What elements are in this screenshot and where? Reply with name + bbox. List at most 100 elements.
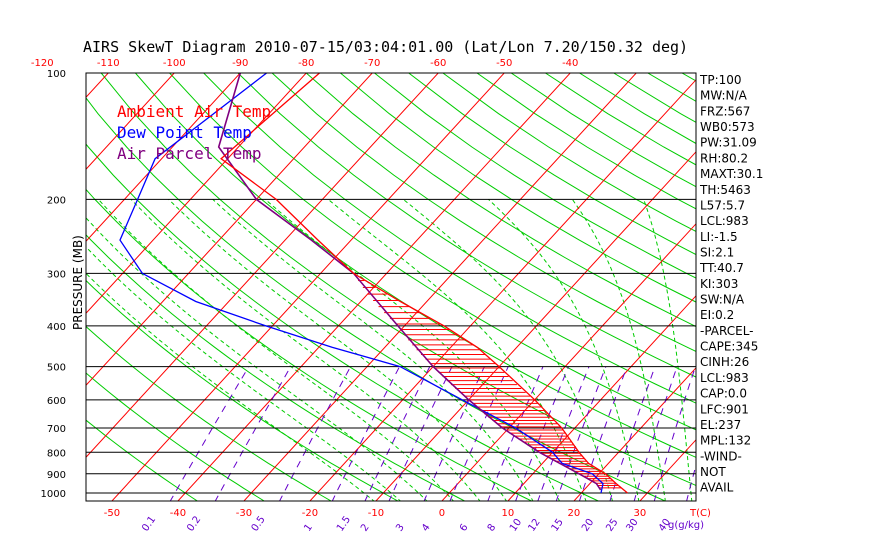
dry-adiabat [271,73,696,352]
dry-adiabat [374,73,696,279]
isotherm-line [86,73,439,459]
index-entry: MAXT:30.1 [700,167,763,181]
index-entry: -WIND- [700,449,742,463]
index-entry: CAP:0.0 [700,387,747,401]
index-entry: -PARCEL- [700,324,754,338]
isotherm-line [243,73,637,501]
mixing-ratio-label: 1.5 [335,514,353,533]
mixing-ratio-label: 4 [420,522,433,534]
mixing-ratio-label: 6 [458,522,471,534]
bottom-temp-tick-label: -30 [236,508,252,519]
index-entry: PW:31.09 [700,136,757,150]
legend-item: Air Parcel Temp [117,144,262,163]
air-parcel-temp-line [217,73,602,491]
index-entry: SW:N/A [700,293,745,307]
x-axis-label: T(C) [689,508,711,519]
pressure-tick-label: 400 [47,322,66,333]
mixing-ratio-line [653,366,696,501]
isotherm-line [573,367,696,501]
dry-adiabat [86,372,266,501]
legend-item: Ambient Air Temp [117,102,271,121]
index-entry: LI:-1.5 [700,230,738,244]
isotherm-line [375,151,696,501]
mixing-ratio-label: 30 [624,517,640,534]
top-temp-tick-label: -120 [31,58,54,69]
pressure-tick-label: 600 [47,396,66,407]
mixing-ratio-line [633,366,678,501]
dry-adiabat [86,188,533,501]
dry-adiabat [135,73,696,458]
dry-adiabat [647,73,696,102]
top-temp-tick-label: -80 [298,58,314,69]
isotherm-line [771,54,870,502]
mixing-ratio-label: 25 [604,517,620,534]
mixing-ratio-label: 0.5 [250,514,268,533]
moist-adiabat [130,199,481,501]
isotherm-line [86,73,373,387]
mixing-ratio-line [279,366,352,501]
mixing-ratio-line [487,366,544,501]
mixing-ratio-line [515,366,570,501]
moist-adiabat [86,246,402,501]
index-entry: TT:40.7 [699,261,744,275]
bottom-temp-tick-label: -20 [302,508,318,519]
index-entry: MPL:132 [700,434,751,448]
top-temp-tick-label: -60 [430,58,446,69]
mixing-ratio-label: 20 [580,517,596,534]
moist-adiabat [403,199,613,501]
mixing-ratio-line [423,366,485,501]
mixing-ratio-line [686,463,696,501]
skewt-grid [86,54,870,502]
mixing-ratio-line [449,366,509,501]
index-entry: LFC:901 [700,402,749,416]
index-entry: CAPE:345 [700,340,758,354]
top-temp-tick-label: -50 [496,58,512,69]
top-temp-tick-label: -70 [364,58,380,69]
moist-adiabat [212,199,534,501]
dry-adiabat [86,419,199,501]
chart-title: AIRS SkewT Diagram 2010-07-15/03:04:01.0… [83,38,688,56]
top-temp-tick-label: -90 [232,58,248,69]
pressure-tick-label: 100 [47,69,66,80]
index-entry: SI:2.1 [700,245,734,259]
pressure-tick-label: 200 [47,195,66,206]
bottom-temp-tick-label: -10 [368,508,384,519]
dry-adiabat [476,73,696,210]
mixing-ratio-line [364,366,431,501]
top-temp-tick-label: -100 [163,58,186,69]
index-entry: AVAIL [700,481,734,495]
pressure-tick-label: 700 [47,424,66,435]
index-entry: CINH:26 [700,355,749,369]
isotherm-line [111,73,505,501]
pressure-tick-label: 900 [47,470,66,481]
index-entry: L57:5.7 [700,198,745,212]
moist-adiabat [168,199,508,501]
isotherm-line [837,54,870,502]
mixing-ratio-label: 3 [394,522,407,534]
bottom-temp-tick-label: 30 [634,508,647,519]
mixing-ratio-label: 0.1 [140,514,158,533]
mixing-ratio-label: 12 [526,517,542,534]
bottom-temp-tick-label: 20 [568,508,581,519]
dew-point-temp-line [119,73,604,494]
dry-adiabat [340,73,696,303]
bottom-temp-tick-label: 0 [439,508,445,519]
dry-adiabat [86,143,600,501]
dry-adiabat [203,73,696,404]
pressure-tick-label: 800 [47,448,66,459]
legend: Ambient Air Temp Dew Point Temp Air Parcel… [117,102,271,163]
mixing-ratio-label: 10 [508,517,524,534]
dry-adiabat [305,73,696,328]
mixing-ratio-line [169,366,250,501]
mixing-ratio-line [578,366,628,501]
mixing-ratio-label: 0.2 [185,514,203,533]
mixing-ratio-label: 1 [302,522,315,534]
y-axis-label: PRESSURE (MB) [71,235,85,330]
dry-adiabat [785,73,870,502]
dry-adiabat [750,73,870,502]
index-entry: WB0:573 [700,120,755,134]
dry-adiabat [86,325,333,501]
dry-adiabat [408,73,696,256]
moist-adiabat [488,199,640,501]
